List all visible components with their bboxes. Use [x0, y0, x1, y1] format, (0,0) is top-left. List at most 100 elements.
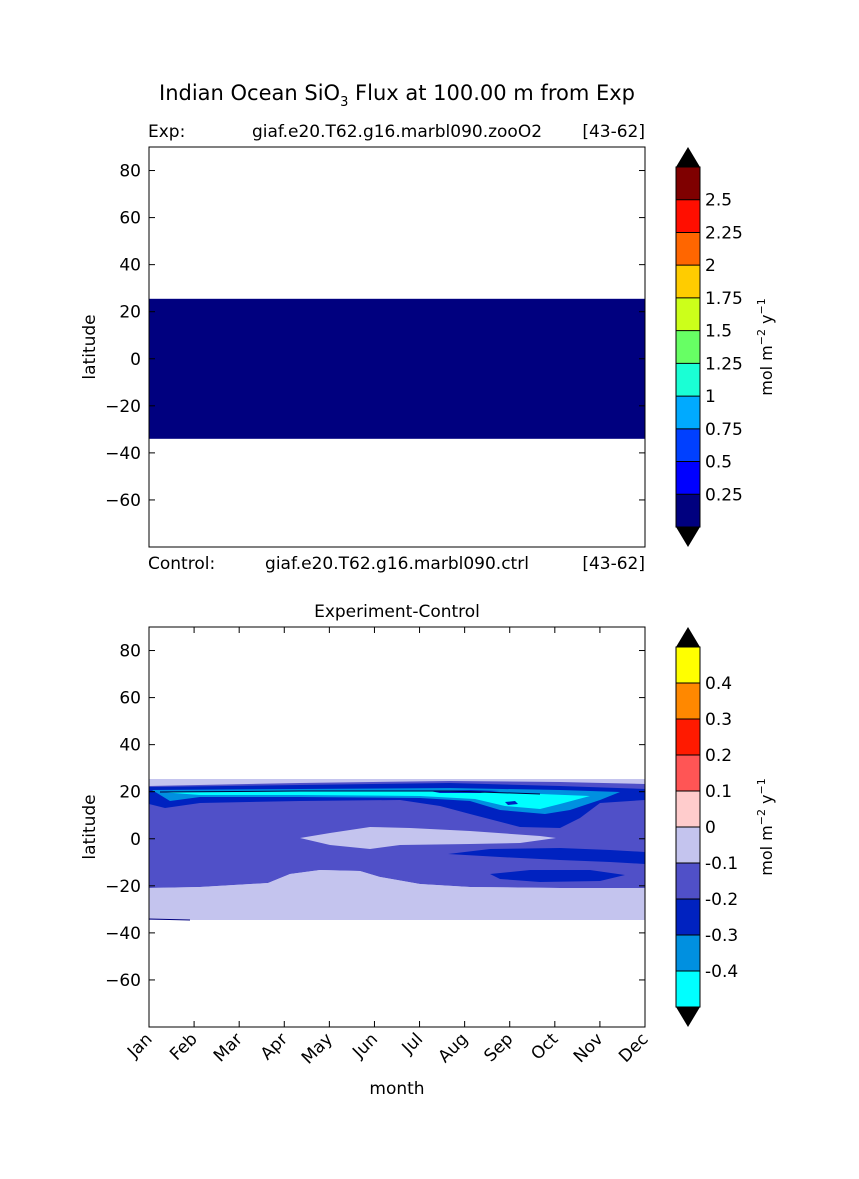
control-years: [43-62]	[582, 554, 645, 574]
x-tick-label: Nov	[570, 1029, 608, 1067]
y-tick-label: 20	[119, 783, 141, 803]
x-tick-label: Aug	[435, 1029, 473, 1067]
top-colorbar-label: mol m−2 y−1	[755, 298, 776, 396]
figure-title: Indian Ocean SiO3 Flux at 100.00 m from …	[159, 81, 635, 110]
bottom-y-axis-label: latitude	[80, 794, 100, 859]
colorbar-segment	[676, 791, 700, 827]
colorbar-over-extend	[676, 627, 700, 647]
colorbar-tick-label: 2	[705, 256, 716, 276]
colorbar-tick-label: 0.3	[705, 710, 732, 730]
colorbar-tick-label: -0.3	[705, 926, 738, 946]
colorbar-tick-label: 2.5	[705, 191, 732, 211]
y-tick-label: 40	[119, 256, 141, 276]
bottom-panel-title: Experiment-Control	[314, 602, 480, 622]
exp-case-name: giaf.e20.T62.g16.marbl090.zooO2	[252, 122, 542, 142]
colorbar-segment	[676, 330, 700, 364]
colorbar-segment	[676, 935, 700, 971]
colorbar-segment	[676, 167, 700, 200]
contour-region-minus-0.3-south-1	[448, 848, 645, 864]
colorbar-segment	[676, 199, 700, 233]
colorbar-tick-label: 1.5	[705, 322, 732, 342]
contour-dark-spot-small	[505, 801, 518, 805]
bottom-colorbar: -0.4 -0.3 -0.2 -0.1 0 0.1 0.2 0.3 0.4	[675, 627, 738, 1027]
colorbar-under-extend	[676, 527, 700, 547]
top-plot-frame	[148, 146, 646, 548]
colorbar-tick-label: 0.5	[705, 453, 732, 473]
y-tick-label: −40	[105, 444, 141, 464]
figure-title-main: Indian Ocean SiO	[159, 81, 340, 105]
colorbar-segment	[676, 899, 700, 935]
colorbar-segment	[676, 297, 700, 331]
colorbar-frame	[675, 166, 701, 528]
contour-line-north	[159, 790, 541, 795]
x-tick-label: Mar	[210, 1029, 247, 1066]
x-tick-label: Jan	[123, 1029, 156, 1062]
y-tick-label: −60	[105, 491, 141, 511]
colorbar-over-extend	[676, 147, 700, 167]
contour-region-minus-0.1-south	[149, 870, 645, 920]
colorbar-under-extend	[676, 1007, 700, 1027]
colorbar-segment	[676, 265, 700, 298]
difference-field	[148, 779, 645, 921]
y-tick-label: 20	[119, 303, 141, 323]
y-tick-label: −20	[105, 877, 141, 897]
top-y-axis: 80 60 40 20 0 −20 −40 −60	[105, 162, 645, 511]
bottom-panel: Experiment-Control 80 60 40	[80, 602, 776, 1099]
contour-region-minus-0.3-south-2	[490, 870, 625, 882]
y-tick-label: 80	[119, 162, 141, 182]
bottom-colorbar-label: mol m−2 y−1	[755, 778, 776, 876]
colorbar-segment	[676, 971, 700, 1007]
colorbar-tick-label: 0.75	[705, 420, 743, 440]
contour-region-below-minus-0.4	[160, 791, 590, 809]
y-tick-label: −20	[105, 397, 141, 417]
colorbar-tick-label: -0.1	[705, 854, 738, 874]
figure-title-subscript: 3	[340, 95, 348, 110]
y-tick-label: 60	[119, 689, 141, 709]
y-tick-label: 60	[119, 209, 141, 229]
colorbar-segment	[676, 719, 700, 755]
y-tick-label: 40	[119, 736, 141, 756]
x-tick-label: Feb	[166, 1029, 201, 1064]
colorbar-segment	[676, 363, 700, 397]
bottom-plot-frame	[148, 626, 646, 1028]
colorbar-tick-label: 2.25	[705, 223, 743, 243]
y-tick-label: −60	[105, 971, 141, 991]
top-panel: Exp: giaf.e20.T62.g16.marbl090.zooO2 [43…	[80, 122, 776, 574]
y-tick-label: 80	[119, 642, 141, 662]
colorbar-tick-label: 0.2	[705, 746, 732, 766]
y-tick-label: −40	[105, 924, 141, 944]
colorbar-segment	[676, 396, 700, 429]
x-tick-label: Oct	[527, 1029, 562, 1064]
colorbar-segment	[676, 461, 700, 495]
x-tick-label: Dec	[615, 1029, 652, 1066]
top-y-axis-label: latitude	[80, 314, 100, 379]
control-label: Control:	[148, 554, 215, 574]
colorbar-tick-label: 0.1	[705, 782, 732, 802]
x-tick-label: May	[298, 1029, 337, 1068]
figure-title-rest: Flux at 100.00 m from Exp	[348, 81, 635, 105]
colorbar-segment	[676, 863, 700, 899]
colorbar-tick-label: 1.75	[705, 289, 743, 309]
colorbar-segment	[676, 755, 700, 791]
colorbar-segment	[676, 428, 700, 462]
contour-region-minus-0.1-equatorial	[300, 827, 556, 849]
colorbar-segment	[676, 683, 700, 719]
top-colorbar: 0.25 0.5 0.75 1 1.25 1.5 1.75 2 2.25 2.5	[675, 147, 743, 547]
y-tick-label: 0	[130, 830, 141, 850]
colorbar-tick-label: -0.2	[705, 890, 738, 910]
bottom-x-axis-label: month	[369, 1079, 424, 1099]
colorbar-tick-label: 0.4	[705, 674, 732, 694]
colorbar-tick-label: 1.25	[705, 354, 743, 374]
colorbar-tick-label: 1	[705, 387, 716, 407]
colorbar-segment	[676, 827, 700, 863]
colorbar-segment	[676, 232, 700, 266]
colorbar-segment	[676, 647, 700, 683]
colorbar-segment	[676, 494, 700, 527]
x-tick-label: Jul	[398, 1029, 427, 1058]
x-tick-label: Sep	[480, 1029, 517, 1066]
exp-label: Exp:	[148, 122, 185, 142]
control-case-name: giaf.e20.T62.g16.marbl090.ctrl	[265, 554, 529, 574]
contour-line-south-edge	[148, 918, 191, 921]
bottom-y-axis: 80 60 40 20 0 −20 −40 −60	[105, 642, 645, 991]
